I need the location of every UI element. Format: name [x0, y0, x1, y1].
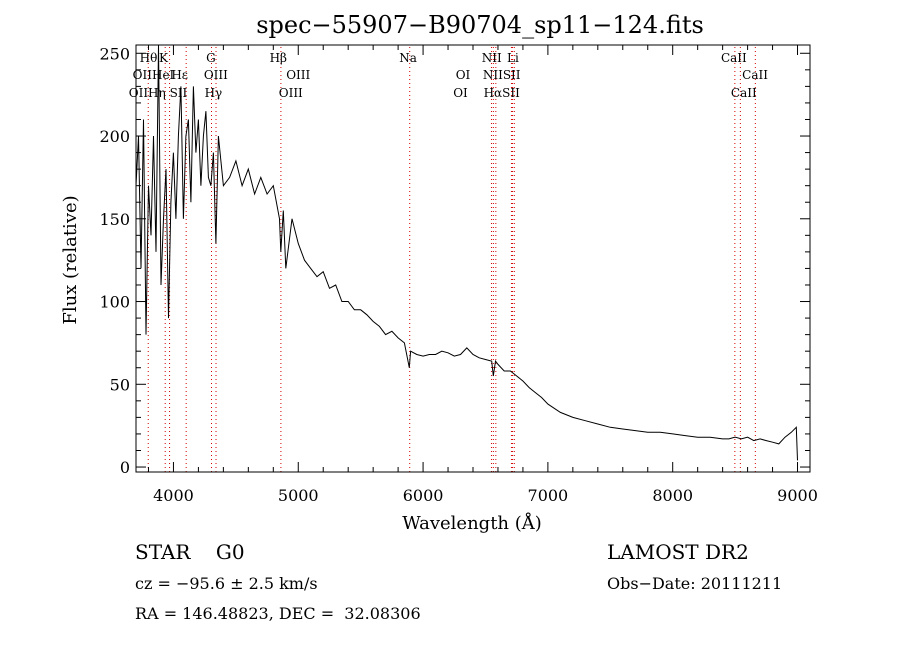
y-axis-label: Flux (relative) [60, 195, 81, 324]
line-label-row3-0: OIIHη [129, 86, 166, 100]
line-label-row1-1: K [159, 51, 169, 65]
y-tick-label-3: 150 [99, 210, 130, 229]
spectral-line-markers [147, 47, 756, 472]
x-tick-label-4: 8000 [652, 486, 693, 505]
line-label-row3-6: CaII [731, 86, 757, 100]
coordinates-text: RA = 146.48823, DEC = 32.08306 [135, 604, 421, 623]
plot-axes [135, 44, 811, 473]
line-label-row1-0: Hθ [140, 51, 158, 65]
line-label-row1-6: Li [507, 51, 519, 65]
observation-date-text: Obs−Date: 20111211 [607, 574, 783, 593]
survey-name-text: LAMOST DR2 [607, 540, 749, 564]
redshift-velocity-text: cz = −95.6 ± 2.5 km/s [135, 574, 318, 593]
x-tick-label-1: 5000 [278, 486, 319, 505]
line-label-row1-4: Na [399, 51, 417, 65]
object-class-text: STAR G0 [135, 540, 245, 564]
x-tick-label-5: 9000 [777, 486, 818, 505]
line-label-row2-5: NIISII [483, 68, 521, 82]
y-tick-label-4: 200 [99, 127, 130, 146]
line-label-row3-5: HαSII [484, 86, 521, 100]
x-tick-label-3: 7000 [528, 486, 569, 505]
line-label-row3-3: OIII [279, 86, 303, 100]
y-tick-label-0: 0 [120, 458, 130, 477]
line-label-row1-2: G [206, 51, 216, 65]
line-label-row1-7: CaII [721, 51, 747, 65]
line-label-row3-2: Hγ [205, 86, 223, 100]
x-tick-label-2: 6000 [403, 486, 444, 505]
line-label-row3-1: SII [170, 86, 188, 100]
x-tick-label-0: 4000 [153, 486, 194, 505]
chart-title: spec−55907−B90704_sp11−124.fits [256, 11, 704, 39]
line-label-row2-4: OI [456, 68, 471, 82]
line-label-row2-3: OIII [286, 68, 310, 82]
spectrum-series [135, 44, 798, 461]
line-label-row2-1: Hε [171, 68, 188, 82]
line-label-row2-2: OIII [204, 68, 228, 82]
line-label-row2-0: OIIHeI [133, 68, 175, 82]
spectrum-line-0 [135, 44, 798, 461]
axis-tick-labels: 4000 5000 6000 7000 8000 9000 0 50 100 150 200 250 [99, 44, 817, 505]
y-tick-label-1: 50 [110, 375, 130, 394]
line-label-row1-5: NII [482, 51, 502, 65]
y-tick-label-5: 250 [99, 44, 130, 63]
line-label-row2-6: CaII [742, 68, 768, 82]
plot-frame [135, 44, 811, 473]
y-tick-label-2: 100 [99, 293, 130, 312]
x-axis-label: Wavelength (Å) [402, 512, 542, 534]
line-label-row3-4: OI [453, 86, 468, 100]
line-label-row1-3: Hβ [270, 51, 287, 65]
